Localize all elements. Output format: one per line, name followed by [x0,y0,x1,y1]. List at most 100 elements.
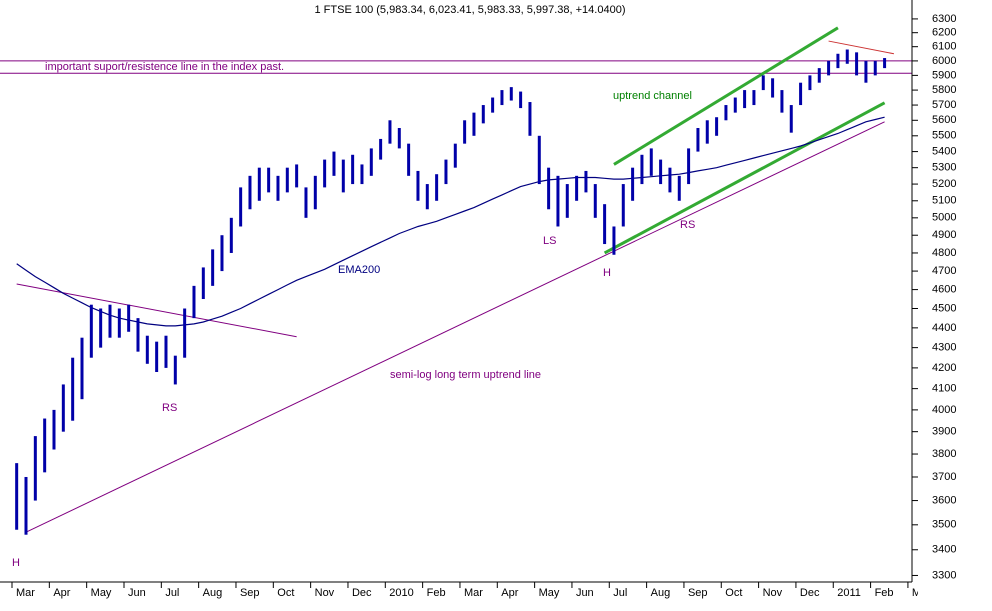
y-tick-label: 3900 [932,426,956,438]
x-axis: Mar Apr May Jun Jul Aug Sep Oct Nov Dec 2010 Feb Mar… [11,582,931,599]
x-tick-label: Oct [277,587,294,599]
trend-line [613,26,839,166]
y-tick-label: 5700 [932,99,956,111]
price-bar [313,175,317,210]
price-bar [407,143,411,176]
price-bar [528,102,532,136]
price-bar [416,170,420,201]
x-tick-label: Nov [763,587,783,599]
price-bar [743,90,747,109]
price-bar [276,175,280,201]
price-bar [771,78,775,98]
price-bar [220,235,224,272]
price-bar [733,97,737,113]
y-tick-label: 4000 [932,404,956,416]
y-tick-label: 5200 [932,178,956,190]
y-tick-label: 4700 [932,265,956,277]
price-bar [472,112,476,136]
price-bar [71,357,75,421]
price-bar [817,68,821,83]
price-bar [323,159,327,188]
y-tick-label: 4400 [932,322,956,334]
price-bar [705,120,709,144]
ema-line [16,116,885,327]
price-bar [285,167,289,193]
x-tick-label: Jun [576,587,594,599]
x-tick-label: Dec [352,587,372,599]
y-tick-label: 4200 [932,362,956,374]
price-bar [444,159,448,185]
price-bar [752,90,756,106]
price-bar [640,154,644,185]
price-bar [715,117,719,136]
x-tick-label: Mar [16,587,35,599]
price-bar [295,164,299,188]
y-tick-label: 3600 [932,494,956,506]
price-bar [341,159,345,193]
price-bar [836,53,840,69]
y-tick-label: 3800 [932,448,956,460]
price-bar [668,167,672,193]
y-tick-label: 5400 [932,145,956,157]
price-bar [481,105,485,124]
y-tick-label: 5500 [932,130,956,142]
trend-line [828,40,895,55]
x-tick-label: Nov [315,587,335,599]
price-bar [612,226,616,255]
annotation: uptrend channel [613,90,692,102]
price-bar [873,60,877,76]
annotation: H [12,557,20,569]
y-tick-label: 5600 [932,114,956,126]
price-bar [556,175,560,227]
price-bar [15,463,19,530]
price-bar [164,335,168,368]
price-bar [173,355,177,385]
price-bar [808,75,812,91]
x-tick-label: Aug [651,587,671,599]
x-tick-label: Mar [912,587,931,599]
price-bar [584,170,588,193]
price-bar [80,337,84,400]
price-bar [89,304,93,358]
y-tick-label: 4600 [932,284,956,296]
y-tick-label: 6100 [932,41,956,53]
y-tick-label: 5100 [932,195,956,207]
price-bar [155,341,159,373]
price-bar [565,184,569,218]
x-tick-label: Jun [128,587,146,599]
x-tick-label: Aug [203,587,223,599]
price-bar [33,436,37,501]
y-tick-label: 3700 [932,471,956,483]
price-bar [351,154,355,185]
price-bar [575,175,579,201]
price-bar [332,151,336,176]
x-tick-label: Sep [688,587,708,599]
trend-line [603,101,886,255]
price-bar [500,90,504,106]
y-tick-label: 4500 [932,302,956,314]
y-tick-label: 4100 [932,383,956,395]
y-tick-label: 5000 [932,212,956,224]
annotation: semi-log long term uptrend line [390,369,541,381]
price-bar [397,128,401,149]
price-bar [136,318,140,352]
price-bar [127,304,131,332]
plot-area: important suport/resistence line in the … [0,26,912,569]
annotation: H [603,267,611,279]
price-bar [883,58,887,69]
price-bar [621,184,625,227]
chart-title: 1 FTSE 100 (5,983.34, 6,023.41, 5,983.33… [315,4,626,16]
y-tick-label: 6000 [932,55,956,67]
price-bar [855,52,859,76]
price-bar [724,105,728,121]
x-tick-label: May [539,587,560,599]
price-bar [780,90,784,113]
price-bar [799,82,803,106]
x-tick-label: Mar [464,587,483,599]
x-tick-label: Sep [240,587,260,599]
price-bar [519,91,523,109]
price-bar [547,167,551,210]
price-bar [603,204,607,245]
y-tick-label: 5900 [932,69,956,81]
price-bar [491,97,495,113]
